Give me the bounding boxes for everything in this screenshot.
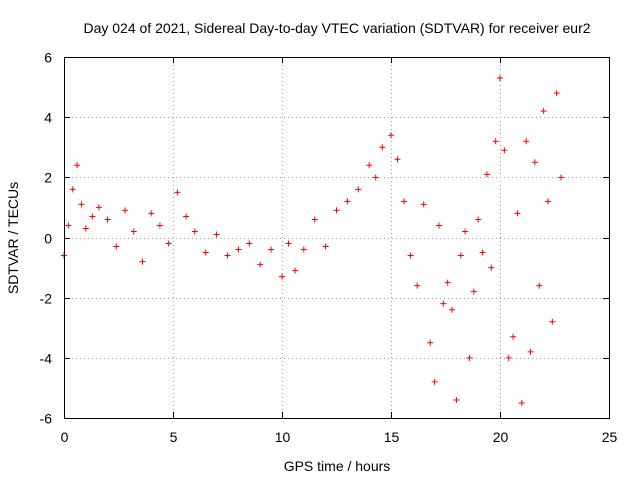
data-point — [366, 162, 373, 169]
data-point — [224, 252, 231, 259]
x-tick-label: 20 — [493, 429, 509, 445]
data-point — [292, 267, 299, 274]
data-point — [122, 207, 129, 214]
data-point — [553, 90, 560, 97]
data-point — [74, 162, 81, 169]
y-tick-label: 0 — [44, 231, 52, 247]
data-point — [514, 210, 521, 217]
data-point — [431, 378, 438, 385]
data-point — [527, 348, 534, 355]
data-point — [427, 339, 434, 346]
data-point — [475, 216, 482, 223]
data-point — [139, 258, 146, 265]
data-point — [544, 198, 551, 205]
y-tick-label: -2 — [40, 291, 53, 307]
data-point — [414, 282, 421, 289]
data-point — [183, 213, 190, 220]
data-point — [322, 243, 329, 250]
data-point — [165, 240, 172, 247]
data-point — [540, 108, 547, 115]
data-point — [156, 222, 163, 229]
data-point — [333, 207, 340, 214]
data-point — [104, 216, 111, 223]
data-point — [300, 246, 307, 253]
data-point — [497, 75, 503, 82]
data-point — [388, 132, 394, 139]
data-point — [523, 138, 530, 145]
data-point — [311, 216, 318, 223]
data-point — [462, 228, 469, 235]
y-tick-label: 4 — [44, 110, 52, 126]
x-tick-label: 15 — [384, 429, 400, 445]
data-point — [483, 171, 490, 178]
data-point — [246, 240, 253, 247]
y-axis-title: SDTVAR / TECUs — [5, 182, 21, 294]
data-point — [488, 264, 495, 271]
y-tick-label: 2 — [44, 170, 52, 186]
data-point — [113, 243, 120, 250]
data-point — [148, 210, 155, 217]
data-point — [213, 231, 220, 238]
data-point — [202, 249, 209, 256]
data-point — [510, 333, 517, 340]
data-point — [453, 396, 460, 403]
x-tick-label: 5 — [170, 429, 178, 445]
data-point — [457, 252, 464, 259]
data-point — [89, 213, 96, 220]
chart-title: Day 024 of 2021, Sidereal Day-to-day VTE… — [83, 20, 590, 36]
data-point — [449, 306, 456, 313]
data-point — [191, 228, 198, 235]
data-point — [344, 198, 351, 205]
data-point — [536, 282, 543, 289]
data-point — [257, 261, 264, 268]
data-point — [531, 159, 538, 166]
data-point — [372, 174, 379, 181]
data-point — [407, 252, 414, 259]
data-point — [379, 144, 386, 151]
data-point — [82, 225, 89, 232]
data-point — [479, 249, 486, 256]
data-point — [440, 300, 447, 307]
data-point — [492, 138, 499, 145]
x-tick-label: 10 — [275, 429, 291, 445]
grid-layer — [64, 57, 609, 418]
data-points — [61, 75, 565, 406]
data-point — [420, 201, 427, 208]
data-point — [549, 318, 556, 325]
y-tick-label: 6 — [44, 50, 52, 66]
plot-frame — [64, 57, 610, 419]
data-point — [95, 204, 102, 211]
data-point — [558, 174, 565, 181]
data-point — [285, 240, 292, 247]
x-tick-label: 25 — [602, 429, 618, 445]
data-point — [268, 246, 275, 253]
data-point — [235, 246, 242, 253]
y-tick-label: -4 — [40, 351, 53, 367]
x-tick-label: 0 — [61, 429, 69, 445]
data-point — [69, 186, 76, 193]
data-point — [401, 198, 408, 205]
y-tick-label: -6 — [40, 411, 53, 427]
data-point — [279, 273, 285, 280]
data-point — [518, 399, 525, 406]
data-point — [174, 189, 181, 196]
data-point — [394, 156, 401, 163]
tick-layer: 0 5 10 15 20 25 -6 -4 -2 0 2 4 6 — [40, 50, 618, 446]
data-point — [470, 288, 477, 295]
data-point — [435, 222, 442, 229]
x-axis-title: GPS time / hours — [284, 458, 391, 474]
data-point — [466, 354, 473, 361]
data-point — [505, 354, 512, 361]
data-point — [355, 186, 362, 193]
data-point — [65, 222, 72, 229]
data-point — [444, 279, 451, 286]
data-point — [501, 147, 508, 154]
data-point — [78, 201, 85, 208]
data-point — [130, 228, 137, 235]
